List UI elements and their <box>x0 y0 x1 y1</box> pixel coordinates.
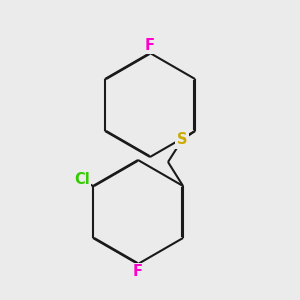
Text: S: S <box>177 133 187 148</box>
Text: Cl: Cl <box>74 172 90 188</box>
Text: F: F <box>145 38 155 52</box>
Text: F: F <box>133 265 143 280</box>
